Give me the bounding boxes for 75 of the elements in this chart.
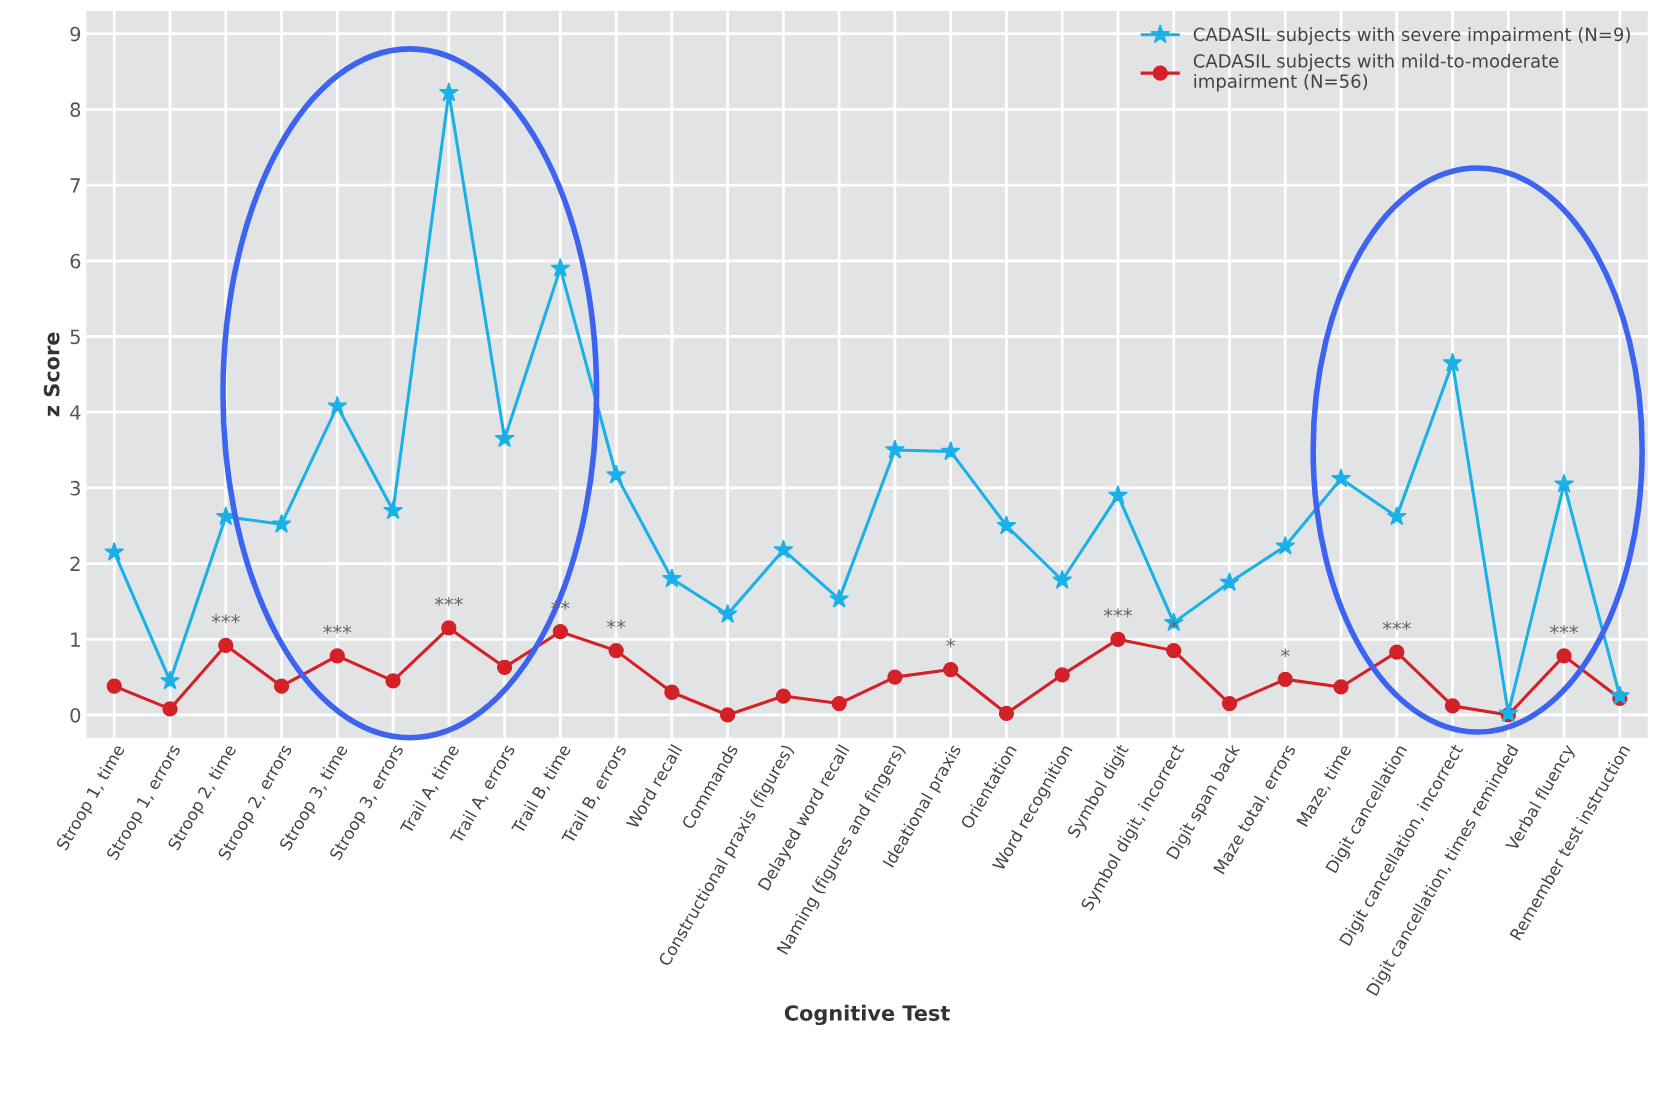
- point: [273, 678, 290, 694]
- point: [1275, 535, 1296, 555]
- point: [1556, 648, 1572, 664]
- point: [831, 695, 847, 712]
- y-tick-label: 2: [70, 556, 80, 571]
- point: [385, 673, 401, 689]
- point: [1389, 644, 1405, 660]
- annotation: ***: [1103, 608, 1132, 618]
- point: [661, 568, 682, 588]
- y-axis-title: z Score: [43, 332, 60, 417]
- y-tick-label: 7: [70, 178, 80, 193]
- point: [441, 620, 457, 636]
- point: [884, 439, 905, 459]
- point: [438, 82, 459, 102]
- point: [271, 513, 292, 533]
- point: [162, 701, 178, 717]
- point: [160, 670, 180, 690]
- y-tick-label: 9: [70, 26, 81, 42]
- y-tick-label: 5: [70, 329, 80, 345]
- annotation: **: [606, 619, 626, 629]
- point: [1444, 698, 1461, 714]
- point: [717, 603, 738, 623]
- y-tick-label: 4: [70, 405, 81, 420]
- point: [1221, 695, 1238, 712]
- point: [719, 707, 736, 723]
- point: [1609, 685, 1630, 705]
- point: [887, 669, 903, 685]
- annotation: ***: [1382, 621, 1411, 631]
- point: [1219, 572, 1240, 592]
- point: [940, 441, 961, 461]
- point: [383, 500, 404, 520]
- point: [1108, 485, 1128, 505]
- annotation: ***: [434, 596, 463, 606]
- point: [943, 661, 959, 678]
- annotation: *: [946, 638, 955, 648]
- point: [218, 637, 234, 653]
- annotation: *: [1169, 619, 1179, 629]
- point: [996, 515, 1017, 535]
- point: [494, 428, 515, 448]
- point: [1386, 506, 1407, 526]
- legend-label: CADASIL subjects with severe impairment (N=9): [1193, 27, 1630, 45]
- point: [1333, 679, 1349, 695]
- y-tick-label: 6: [70, 253, 81, 269]
- point: [775, 688, 792, 704]
- annotation: *: [1280, 648, 1290, 658]
- point: [829, 588, 850, 608]
- point: [1277, 671, 1293, 688]
- point: [1054, 667, 1070, 683]
- point: [496, 659, 513, 675]
- point: [1110, 631, 1126, 647]
- annotation: ***: [1550, 624, 1579, 634]
- legend-label: CADASIL subjects with mild-to-moderate impairment (N=56): [1193, 53, 1559, 92]
- point: [550, 257, 571, 277]
- point: [552, 624, 568, 640]
- point: [1554, 473, 1575, 493]
- point: [327, 395, 348, 415]
- y-tick-label: 0: [70, 707, 81, 723]
- y-tick-label: 3: [70, 480, 80, 496]
- point: [998, 705, 1015, 722]
- y-tick-label: 8: [70, 102, 81, 118]
- annotation: ***: [211, 614, 240, 624]
- annotation: ***: [323, 624, 352, 634]
- point: [1442, 352, 1463, 372]
- point: [104, 541, 125, 561]
- point: [664, 684, 680, 700]
- point: [1166, 642, 1182, 659]
- y-tick-label: 1: [71, 632, 80, 647]
- point: [606, 464, 627, 484]
- point: [773, 539, 794, 559]
- point: [608, 642, 624, 659]
- point: [1052, 569, 1073, 589]
- x-axis-title: Cognitive Test: [784, 1004, 950, 1026]
- point: [1331, 468, 1351, 488]
- point: [329, 648, 345, 664]
- point: [106, 678, 122, 694]
